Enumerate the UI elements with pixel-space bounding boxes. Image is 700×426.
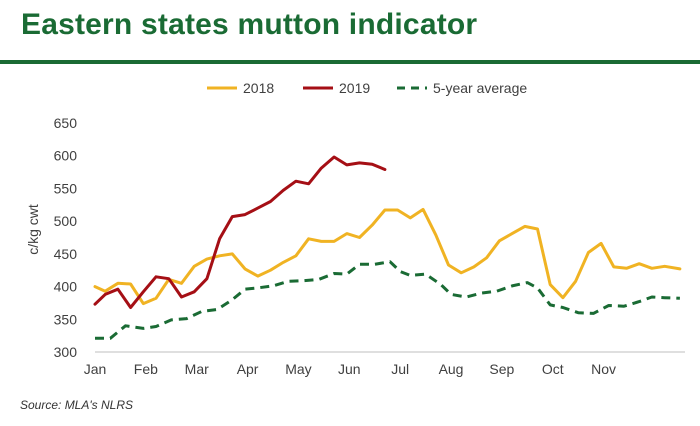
y-tick-label: 300 [54,344,78,360]
series-line-5-year-average [95,260,680,340]
y-axis-title: c/kg cwt [25,204,41,255]
legend-label: 2019 [339,80,370,96]
x-tick-label: Jul [391,361,409,377]
y-tick-label: 600 [54,148,78,164]
chart-legend: 2018 2019 5-year average [207,80,527,96]
chart-title: Eastern states mutton indicator [21,8,478,41]
series-layer [93,155,682,340]
y-axis: 300 350 400 450 500 550 600 650 c/kg cwt [25,115,77,360]
x-tick-label: Sep [489,361,514,377]
x-axis: Jan Feb Mar Apr May Jun Jul Aug Sep Oct Nov [84,351,685,377]
y-tick-label: 450 [54,246,78,262]
x-tick-label: Jun [338,361,361,377]
legend-label: 2018 [243,80,274,96]
y-tick-label: 650 [54,115,78,131]
series-line-2019 [93,155,387,309]
y-tick-label: 400 [54,279,78,295]
title-divider [0,60,700,64]
x-tick-label: Feb [134,361,158,377]
x-tick-label: May [285,361,311,377]
x-tick-label: Mar [185,361,209,377]
x-tick-label: Apr [237,361,259,377]
source-note: Source: MLA's NLRS [20,398,133,412]
y-tick-label: 500 [54,213,78,229]
x-tick-label: Oct [542,361,564,377]
legend-label: 5-year average [433,80,527,96]
series-line-2018 [93,207,682,306]
y-tick-label: 550 [54,180,78,196]
x-tick-label: Jan [84,361,107,377]
y-tick-label: 350 [54,311,78,327]
x-tick-label: Nov [591,361,616,377]
x-tick-label: Aug [439,361,464,377]
